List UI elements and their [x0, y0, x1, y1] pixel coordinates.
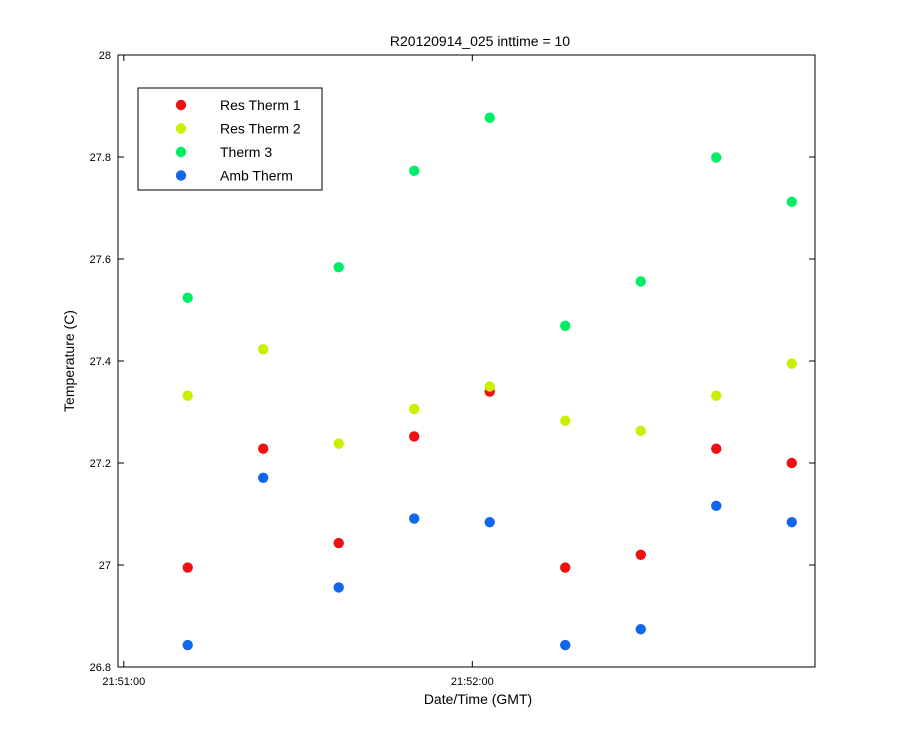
- data-point-therm-3: [560, 320, 571, 332]
- y-tick-label: 26.8: [90, 662, 111, 674]
- data-point-res-therm-2: [711, 390, 722, 401]
- data-point-res-therm-2: [333, 438, 344, 449]
- data-point-res-therm-1: [258, 443, 269, 454]
- data-point-res-therm-1: [635, 549, 646, 560]
- data-point-therm-3: [786, 196, 797, 208]
- data-points: [182, 112, 797, 651]
- legend-label: Amb Therm: [220, 168, 293, 184]
- data-point-res-therm-2: [560, 415, 571, 426]
- axis-ticks: 26.8 27 27.2 27.4 27.6 27.8 28 21:51:00 21:52:00: [90, 50, 815, 688]
- y-tick-label: 27: [99, 560, 111, 572]
- x-axis-label: Date/Time (GMT): [424, 691, 532, 707]
- data-point-res-therm-2: [635, 425, 646, 437]
- data-point-res-therm-1: [182, 562, 193, 573]
- data-point-amb-therm: [635, 624, 646, 635]
- x-tick-label: 21:52:00: [451, 676, 494, 688]
- data-point-amb-therm: [711, 500, 722, 512]
- data-point-res-therm-1: [333, 537, 344, 549]
- data-point-res-therm-1: [786, 457, 797, 469]
- legend: Res Therm 1 Res Therm 2 Therm 3 Amb Therm: [137, 87, 323, 191]
- data-point-res-therm-1: [560, 562, 571, 573]
- data-point-res-therm-1: [409, 431, 420, 442]
- legend-marker: [175, 99, 187, 111]
- x-tick-label: 21:51:00: [102, 676, 145, 688]
- y-tick-label: 28: [99, 50, 111, 62]
- legend-marker: [175, 170, 187, 181]
- data-point-therm-3: [711, 152, 722, 163]
- data-point-res-therm-1: [711, 443, 722, 454]
- legend-label: Res Therm 2: [220, 121, 301, 137]
- y-tick-label: 27.2: [90, 458, 111, 470]
- data-point-amb-therm: [409, 513, 420, 524]
- data-point-amb-therm: [786, 516, 797, 528]
- data-point-amb-therm: [182, 639, 193, 651]
- y-tick-label: 27.4: [90, 356, 111, 368]
- legend-marker: [175, 123, 187, 134]
- data-point-res-therm-2: [484, 381, 495, 392]
- y-tick-label: 27.6: [90, 254, 111, 266]
- data-point-therm-3: [333, 261, 344, 273]
- data-point-therm-3: [484, 112, 495, 123]
- data-point-res-therm-2: [182, 390, 193, 401]
- data-point-amb-therm: [484, 516, 495, 528]
- legend-label: Therm 3: [220, 144, 272, 160]
- data-point-therm-3: [635, 276, 646, 287]
- data-point-therm-3: [182, 292, 193, 303]
- data-point-amb-therm: [333, 582, 344, 593]
- data-point-amb-therm: [560, 639, 571, 651]
- data-point-amb-therm: [258, 472, 269, 483]
- data-point-res-therm-2: [409, 403, 420, 415]
- y-axis-label: Temperature (C): [61, 310, 77, 412]
- data-point-res-therm-2: [786, 358, 797, 369]
- legend-box: [137, 87, 323, 191]
- chart-title: R20120914_025 inttime = 10: [390, 33, 570, 49]
- data-point-res-therm-2: [258, 344, 269, 355]
- legend-marker: [175, 146, 187, 158]
- legend-label: Res Therm 1: [220, 97, 301, 113]
- data-point-therm-3: [409, 165, 420, 176]
- y-tick-label: 27.8: [90, 152, 111, 164]
